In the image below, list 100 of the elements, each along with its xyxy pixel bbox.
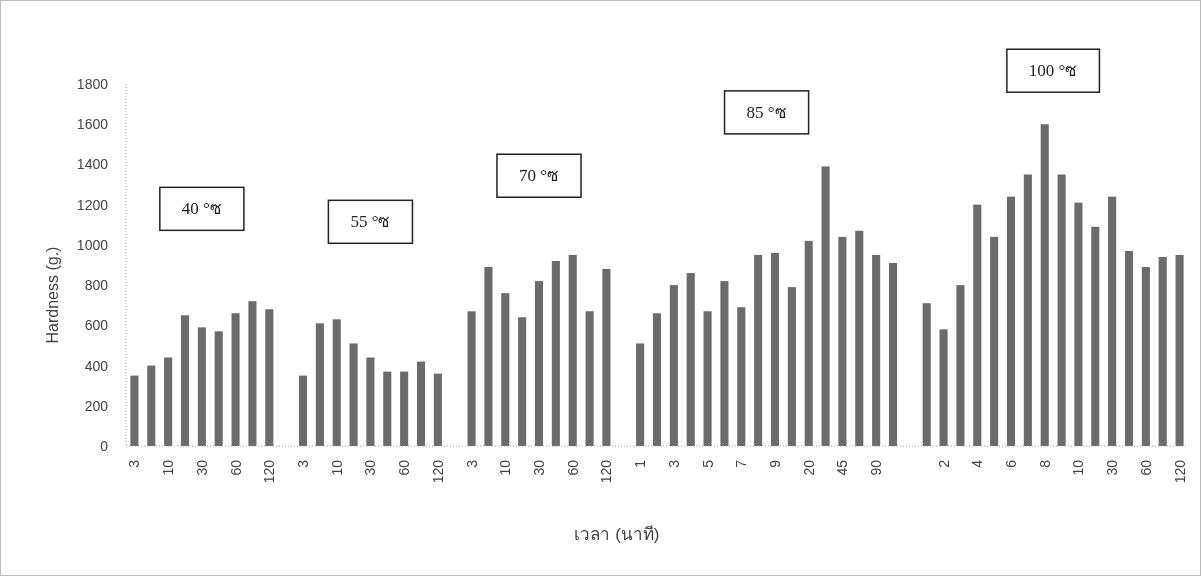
bar xyxy=(804,240,813,446)
bar xyxy=(349,343,358,446)
y-tick-label: 1000 xyxy=(76,236,109,253)
bar xyxy=(400,371,409,446)
bar xyxy=(787,287,796,446)
bar xyxy=(484,267,493,446)
bar xyxy=(990,236,999,446)
bar xyxy=(568,254,577,446)
y-tick-label: 600 xyxy=(84,317,109,334)
y-tick-label: 1400 xyxy=(76,156,109,173)
bar xyxy=(922,303,931,446)
bar xyxy=(501,293,510,446)
x-tick-label: 120 xyxy=(1171,459,1188,484)
bar xyxy=(821,166,830,446)
bar xyxy=(973,204,982,446)
bar xyxy=(231,313,240,446)
x-tick-label: 3 xyxy=(665,459,682,468)
x-tick-label: 20 xyxy=(800,459,817,476)
bar xyxy=(1074,202,1083,446)
y-tick-label: 200 xyxy=(84,397,109,414)
bar xyxy=(366,357,375,446)
bar xyxy=(214,331,223,446)
text: 100 °ซ xyxy=(1028,61,1078,81)
x-tick-label: 6 xyxy=(1003,459,1019,468)
bar xyxy=(1023,174,1032,446)
bar xyxy=(265,309,274,446)
bar xyxy=(703,311,712,446)
x-tick-label: 4 xyxy=(969,459,986,468)
bar xyxy=(467,311,476,446)
bar xyxy=(180,315,190,446)
annotation: 40 °ซ xyxy=(181,199,222,219)
bar xyxy=(130,375,139,446)
y-axis-title: Hardness (g.) xyxy=(44,246,61,344)
bar xyxy=(534,281,544,446)
bar xyxy=(1124,250,1134,446)
bar xyxy=(669,285,678,446)
bar xyxy=(248,301,257,446)
x-tick-label: 30 xyxy=(1104,459,1121,476)
x-tick-label: 3 xyxy=(126,459,143,468)
bar xyxy=(383,371,392,446)
x-tick-label: 30 xyxy=(193,459,210,476)
bar xyxy=(1057,174,1066,446)
x-tick-label: 7 xyxy=(733,459,750,468)
x-tick-label: 60 xyxy=(564,459,581,476)
x-tick-label: 120 xyxy=(598,459,615,484)
y-tick-label: 0 xyxy=(100,438,109,454)
y-tick-label: 1200 xyxy=(76,196,109,213)
bar xyxy=(754,254,763,446)
annotation: 85 °ซ xyxy=(746,102,787,122)
x-tick-label: 9 xyxy=(767,459,783,468)
bar xyxy=(197,327,206,446)
bar xyxy=(147,365,156,446)
bar xyxy=(737,307,746,446)
bar xyxy=(551,260,560,446)
x-tick-label: 60 xyxy=(227,459,244,476)
x-tick-label: 10 xyxy=(497,459,514,476)
y-tick-label: 1600 xyxy=(76,116,109,133)
bar xyxy=(298,375,308,446)
x-tick-label: 10 xyxy=(1070,459,1087,476)
x-tick-label: 10 xyxy=(328,459,345,476)
x-tick-label: 8 xyxy=(1036,459,1053,468)
x-tick-label: 60 xyxy=(396,459,413,476)
y-tick-label: 800 xyxy=(84,277,109,294)
bar xyxy=(720,281,729,446)
annotation: 70 °ซ xyxy=(518,166,560,186)
bar xyxy=(585,311,594,446)
x-tick-label: 60 xyxy=(1137,459,1154,476)
x-tick-label: 90 xyxy=(868,459,885,476)
x-tick-label: 5 xyxy=(699,459,716,468)
bar xyxy=(1040,124,1049,446)
bar xyxy=(602,269,611,446)
annotation: 55 °ซ xyxy=(350,212,391,232)
bar xyxy=(1158,256,1167,446)
bar xyxy=(1108,196,1117,446)
bar xyxy=(888,262,898,446)
x-tick-label: 120 xyxy=(429,459,446,484)
bar xyxy=(939,329,948,446)
bar xyxy=(855,230,864,446)
bar xyxy=(770,252,780,446)
x-tick-label: 3 xyxy=(463,459,480,468)
bar xyxy=(518,317,527,446)
x-tick-label: 10 xyxy=(160,459,177,476)
bar xyxy=(332,319,341,446)
bar xyxy=(838,236,847,446)
x-tick-label: 30 xyxy=(362,459,379,476)
bar xyxy=(636,343,645,446)
x-tick-label: 45 xyxy=(834,459,851,476)
x-tick-label: 30 xyxy=(531,459,547,476)
bar xyxy=(1175,254,1184,446)
y-tick-label: 1800 xyxy=(76,76,109,92)
bar xyxy=(956,285,965,446)
x-tick-label: 2 xyxy=(935,459,952,468)
bar xyxy=(1141,267,1150,446)
bar xyxy=(1006,196,1016,446)
x-tick-label: 3 xyxy=(295,459,311,468)
y-tick-label: 400 xyxy=(84,357,109,374)
bar xyxy=(416,361,426,446)
bar xyxy=(315,323,324,446)
x-tick-label: 1 xyxy=(632,459,649,468)
bar xyxy=(433,373,442,446)
